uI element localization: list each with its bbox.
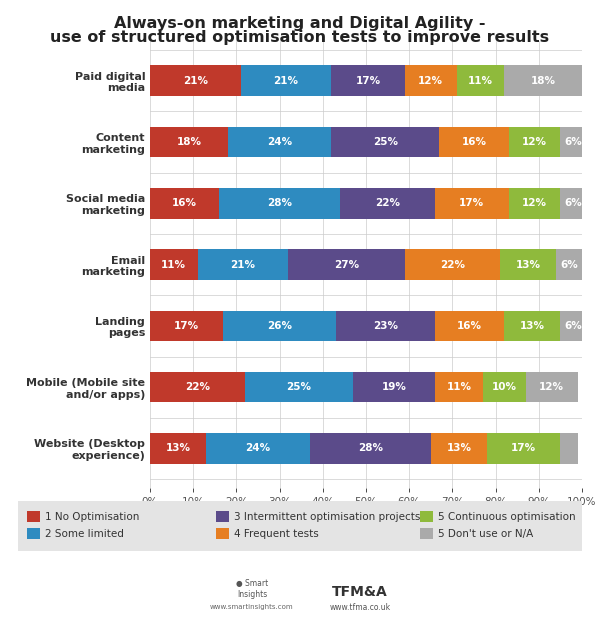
Text: 13%: 13% — [166, 444, 191, 454]
Bar — [150, 66, 241, 96]
Text: 6%: 6% — [565, 321, 582, 331]
Bar — [206, 433, 310, 464]
Text: 22%: 22% — [440, 260, 465, 270]
Text: 16%: 16% — [172, 198, 197, 209]
Bar — [150, 372, 245, 403]
Bar — [439, 127, 509, 158]
Bar — [219, 188, 340, 219]
Bar — [310, 433, 431, 464]
Text: 5 Don't use or N/A: 5 Don't use or N/A — [438, 529, 533, 539]
Text: 22%: 22% — [375, 198, 400, 209]
Bar — [150, 188, 219, 219]
Bar — [197, 249, 288, 280]
Text: Always-on marketing and Digital Agility -: Always-on marketing and Digital Agility … — [114, 16, 486, 31]
Text: 12%: 12% — [418, 76, 443, 86]
Bar — [509, 188, 560, 219]
Text: 18%: 18% — [530, 76, 556, 86]
Bar — [331, 66, 405, 96]
Bar — [223, 311, 336, 341]
Bar — [560, 127, 586, 158]
Text: 12%: 12% — [522, 137, 547, 147]
Bar — [482, 372, 526, 403]
Text: 11%: 11% — [446, 382, 472, 392]
Bar — [331, 127, 439, 158]
Bar — [560, 188, 586, 219]
Text: 22%: 22% — [185, 382, 210, 392]
Bar — [288, 249, 405, 280]
Text: 18%: 18% — [176, 137, 202, 147]
Bar — [150, 311, 223, 341]
Text: use of structured optimisation tests to improve results: use of structured optimisation tests to … — [50, 30, 550, 45]
Text: 27%: 27% — [334, 260, 359, 270]
Text: 16%: 16% — [461, 137, 487, 147]
Text: 1 No Optimisation: 1 No Optimisation — [45, 512, 139, 522]
Bar — [336, 311, 435, 341]
Bar — [504, 66, 582, 96]
Bar — [431, 433, 487, 464]
Bar — [560, 311, 586, 341]
Text: 24%: 24% — [267, 137, 292, 147]
Text: 19%: 19% — [382, 382, 407, 392]
Text: 12%: 12% — [539, 382, 564, 392]
Bar — [526, 372, 578, 403]
Bar — [150, 249, 197, 280]
Text: ● Smart
Insights: ● Smart Insights — [236, 580, 268, 598]
Text: 6%: 6% — [565, 198, 582, 209]
Bar — [500, 249, 556, 280]
Text: 13%: 13% — [515, 260, 541, 270]
Bar — [241, 66, 331, 96]
Text: 5 Continuous optimisation: 5 Continuous optimisation — [438, 512, 575, 522]
Bar — [560, 433, 578, 464]
Text: 24%: 24% — [245, 444, 271, 454]
Text: 2 Some limited: 2 Some limited — [45, 529, 124, 539]
Text: 17%: 17% — [174, 321, 199, 331]
Text: 17%: 17% — [356, 76, 381, 86]
Text: 28%: 28% — [267, 198, 292, 209]
Text: 13%: 13% — [446, 444, 472, 454]
Text: 11%: 11% — [161, 260, 186, 270]
Text: 16%: 16% — [457, 321, 482, 331]
Bar — [435, 188, 509, 219]
Text: 6%: 6% — [565, 137, 582, 147]
Bar — [340, 188, 435, 219]
Bar — [245, 372, 353, 403]
Bar — [405, 249, 500, 280]
Text: 25%: 25% — [373, 137, 398, 147]
Text: 13%: 13% — [520, 321, 545, 331]
Text: 23%: 23% — [373, 321, 398, 331]
Text: 21%: 21% — [183, 76, 208, 86]
Text: 4 Frequent tests: 4 Frequent tests — [234, 529, 319, 539]
Text: 21%: 21% — [274, 76, 299, 86]
Bar — [435, 372, 482, 403]
Bar — [556, 249, 582, 280]
Text: 28%: 28% — [358, 444, 383, 454]
Text: 3 Intermittent optimisation projects: 3 Intermittent optimisation projects — [234, 512, 421, 522]
Bar — [353, 372, 435, 403]
Bar — [504, 311, 560, 341]
Text: www.smartinsights.com: www.smartinsights.com — [210, 604, 294, 610]
Bar — [487, 433, 560, 464]
Bar — [150, 433, 206, 464]
Text: 21%: 21% — [230, 260, 256, 270]
Text: 6%: 6% — [560, 260, 578, 270]
Bar — [150, 127, 228, 158]
Text: 17%: 17% — [511, 444, 536, 454]
Bar — [435, 311, 504, 341]
Text: 17%: 17% — [459, 198, 484, 209]
Bar — [405, 66, 457, 96]
Bar — [228, 127, 331, 158]
Text: 10%: 10% — [492, 382, 517, 392]
Text: 12%: 12% — [522, 198, 547, 209]
Text: 26%: 26% — [267, 321, 292, 331]
Text: TFM&A: TFM&A — [332, 585, 388, 599]
Text: 11%: 11% — [468, 76, 493, 86]
Bar — [457, 66, 504, 96]
Bar — [509, 127, 560, 158]
Text: www.tfma.co.uk: www.tfma.co.uk — [329, 604, 391, 612]
Text: 25%: 25% — [287, 382, 311, 392]
